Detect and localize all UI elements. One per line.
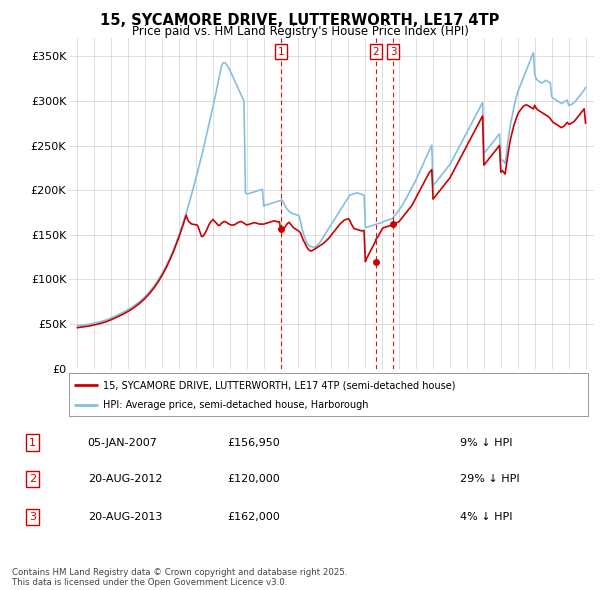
Text: 15, SYCAMORE DRIVE, LUTTERWORTH, LE17 4TP: 15, SYCAMORE DRIVE, LUTTERWORTH, LE17 4T… — [100, 13, 500, 28]
Text: 1: 1 — [29, 438, 36, 448]
Text: Price paid vs. HM Land Registry's House Price Index (HPI): Price paid vs. HM Land Registry's House … — [131, 25, 469, 38]
Text: HPI: Average price, semi-detached house, Harborough: HPI: Average price, semi-detached house,… — [103, 401, 368, 410]
Text: 4% ↓ HPI: 4% ↓ HPI — [460, 512, 512, 522]
Text: 29% ↓ HPI: 29% ↓ HPI — [460, 474, 520, 484]
Text: £162,000: £162,000 — [227, 512, 280, 522]
Text: 3: 3 — [389, 47, 396, 57]
Text: Contains HM Land Registry data © Crown copyright and database right 2025.
This d: Contains HM Land Registry data © Crown c… — [12, 568, 347, 587]
Text: 2: 2 — [29, 474, 36, 484]
Text: 1: 1 — [277, 47, 284, 57]
Text: 9% ↓ HPI: 9% ↓ HPI — [460, 438, 512, 448]
Text: 05-JAN-2007: 05-JAN-2007 — [88, 438, 158, 448]
Text: £120,000: £120,000 — [227, 474, 280, 484]
Text: 3: 3 — [29, 512, 36, 522]
Text: 20-AUG-2013: 20-AUG-2013 — [88, 512, 162, 522]
Text: 20-AUG-2012: 20-AUG-2012 — [88, 474, 162, 484]
Text: 2: 2 — [373, 47, 379, 57]
Text: £156,950: £156,950 — [227, 438, 280, 448]
Text: 15, SYCAMORE DRIVE, LUTTERWORTH, LE17 4TP (semi-detached house): 15, SYCAMORE DRIVE, LUTTERWORTH, LE17 4T… — [103, 381, 455, 391]
